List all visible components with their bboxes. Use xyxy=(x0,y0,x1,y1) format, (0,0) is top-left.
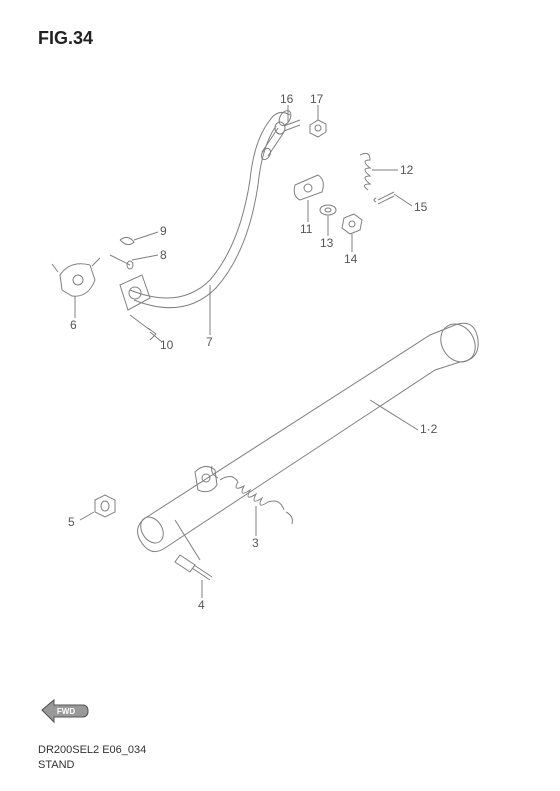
part-bracket xyxy=(52,258,100,296)
callout-16: 16 xyxy=(280,92,293,106)
callout-9: 9 xyxy=(160,224,167,238)
part-nut-adjust xyxy=(342,214,362,234)
fwd-label: FWD xyxy=(57,707,75,716)
callout-4: 4 xyxy=(198,598,205,612)
part-cotter-pin xyxy=(374,192,394,204)
callout-11: 11 xyxy=(300,222,312,236)
part-bolt-stand xyxy=(175,555,212,580)
part-pin-snap xyxy=(120,237,134,244)
page: { "figure": { "title": "FIG.34", "footer… xyxy=(0,0,560,791)
callout-3: 3 xyxy=(252,536,259,550)
callout-5: 5 xyxy=(68,515,75,529)
part-circlip xyxy=(130,315,156,340)
figure-footer: DR200SEL2 E06_034 STAND xyxy=(38,743,146,773)
callout-12: 12 xyxy=(400,163,413,177)
part-pin-clevis xyxy=(110,255,133,269)
callout-7: 7 xyxy=(206,335,213,349)
callout-6: 6 xyxy=(70,318,77,332)
footer-name: STAND xyxy=(38,758,146,773)
part-joint xyxy=(294,175,323,200)
callout-15: 15 xyxy=(414,200,427,214)
part-bolt-small xyxy=(275,120,300,134)
callout-8: 8 xyxy=(160,248,167,262)
callout-17: 17 xyxy=(310,92,323,106)
part-nut-stand xyxy=(95,495,115,517)
callout-10: 10 xyxy=(160,338,173,352)
part-spring-switch xyxy=(360,153,370,190)
footer-code: DR200SEL2 E06_034 xyxy=(38,743,146,758)
parts-diagram xyxy=(0,0,560,791)
part-spring xyxy=(212,466,293,524)
part-washer xyxy=(320,205,336,215)
callout-13: 13 xyxy=(320,236,333,250)
callout-14: 14 xyxy=(344,252,357,266)
callout-1-2: 1·2 xyxy=(420,422,437,436)
part-nut-flange xyxy=(310,120,326,137)
part-brake-pedal xyxy=(120,109,293,310)
